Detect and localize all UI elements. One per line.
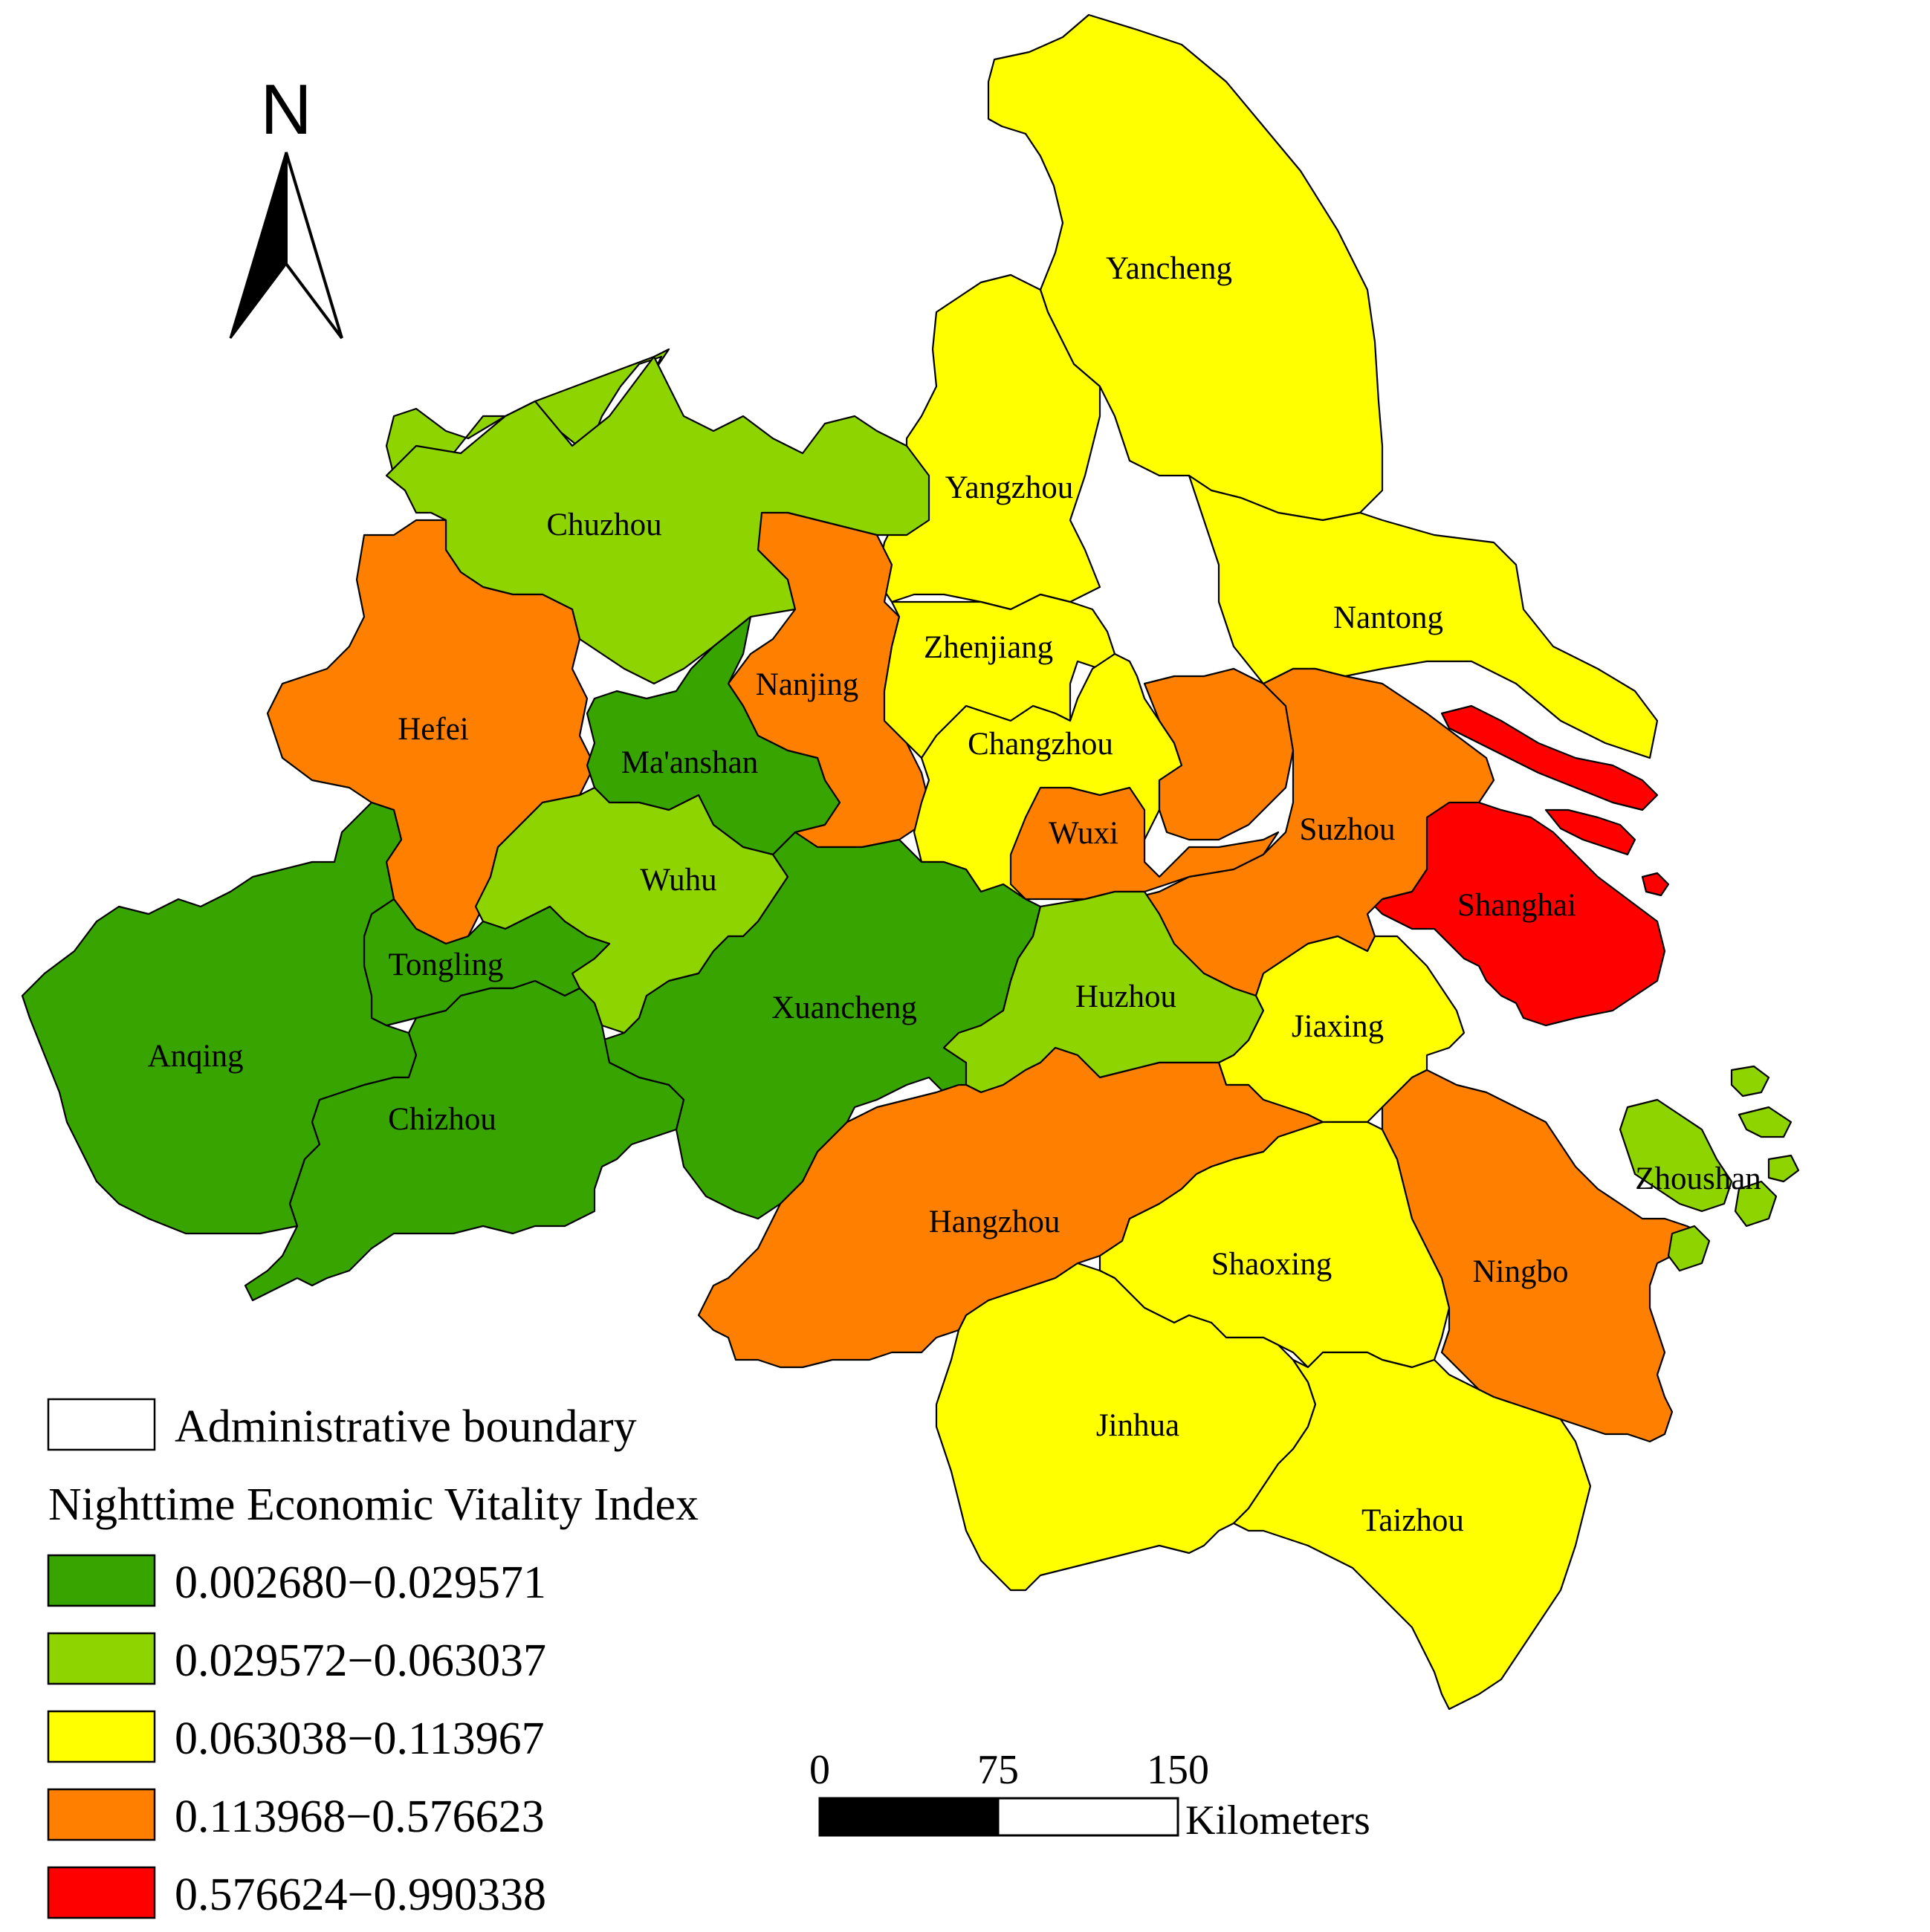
label-chuzhou: Chuzhou [546, 508, 661, 542]
label-zhenjiang: Zhenjiang [924, 630, 1053, 665]
legend-swatch-5 [48, 1867, 155, 1918]
legend-swatch-4 [48, 1789, 155, 1840]
region-zhoushan-island-5[interactable] [1769, 1155, 1798, 1181]
label-huzhou: Huzhou [1075, 979, 1176, 1014]
scale-bar-white-segment [998, 1798, 1178, 1835]
legend-boundary-swatch [48, 1399, 155, 1450]
label-yangzhou: Yangzhou [945, 470, 1073, 505]
label-shanghai: Shanghai [1457, 888, 1576, 923]
scale-tick-75: 75 [977, 1747, 1019, 1793]
label-suzhou: Suzhou [1300, 812, 1396, 847]
legend-range-4: 0.113968−0.576623 [175, 1792, 545, 1842]
legend-range-1: 0.002680−0.029571 [175, 1557, 546, 1608]
label-hefei: Hefei [398, 712, 469, 747]
label-zhoushan: Zhoushan [1635, 1161, 1761, 1196]
legend-range-5: 0.576624−0.990338 [175, 1870, 546, 1920]
label-jiaxing: Jiaxing [1292, 1009, 1384, 1044]
label-hangzhou: Hangzhou [929, 1205, 1060, 1239]
north-arrow-right-half [286, 152, 342, 338]
label-changzhou: Changzhou [968, 727, 1113, 762]
label-shaoxing: Shaoxing [1211, 1247, 1332, 1282]
scale-bar: 0 75 150 Kilometers [809, 1747, 1370, 1844]
label-nanjing: Nanjing [756, 667, 859, 702]
label-ningbo: Ningbo [1473, 1254, 1569, 1289]
label-yancheng: Yancheng [1106, 251, 1232, 286]
legend-swatch-2 [48, 1633, 155, 1684]
scale-bar-black-segment [820, 1798, 998, 1835]
label-anqing: Anqing [148, 1039, 244, 1074]
label-maanshan: Ma'anshan [621, 745, 758, 780]
region-zhoushan-island-2[interactable] [1739, 1107, 1791, 1137]
region-zhoushan-island-4[interactable] [1668, 1226, 1709, 1271]
region-zhoushan-island-1[interactable] [1732, 1066, 1769, 1096]
scale-unit-label: Kilometers [1185, 1798, 1370, 1844]
north-arrow-left-half [230, 152, 286, 338]
label-wuxi: Wuxi [1049, 816, 1118, 851]
scale-tick-150: 150 [1147, 1747, 1209, 1793]
label-chizhou: Chizhou [388, 1102, 496, 1137]
label-jinhua: Jinhua [1096, 1408, 1179, 1443]
legend-index-title: Nighttime Economic Vitality Index [48, 1479, 699, 1530]
legend-swatch-1 [48, 1555, 155, 1606]
north-label: N [260, 70, 311, 149]
legend-range-2: 0.029572−0.063037 [175, 1636, 546, 1686]
region-shanghai-hengsha[interactable] [1642, 873, 1668, 895]
label-xuancheng: Xuancheng [771, 991, 917, 1025]
legend-boundary-label: Administrative boundary [175, 1401, 637, 1452]
legend-swatch-3 [48, 1711, 155, 1762]
legend-range-3: 0.063038−0.113967 [175, 1714, 545, 1764]
label-wuhu: Wuhu [640, 863, 716, 898]
scale-tick-0: 0 [809, 1747, 830, 1793]
legend: Administrative boundary Nighttime Econom… [48, 1399, 699, 1920]
label-nantong: Nantong [1333, 600, 1443, 635]
north-arrow: N [230, 70, 342, 338]
label-taizhou: Taizhou [1361, 1503, 1464, 1538]
label-tongling: Tongling [389, 947, 504, 982]
